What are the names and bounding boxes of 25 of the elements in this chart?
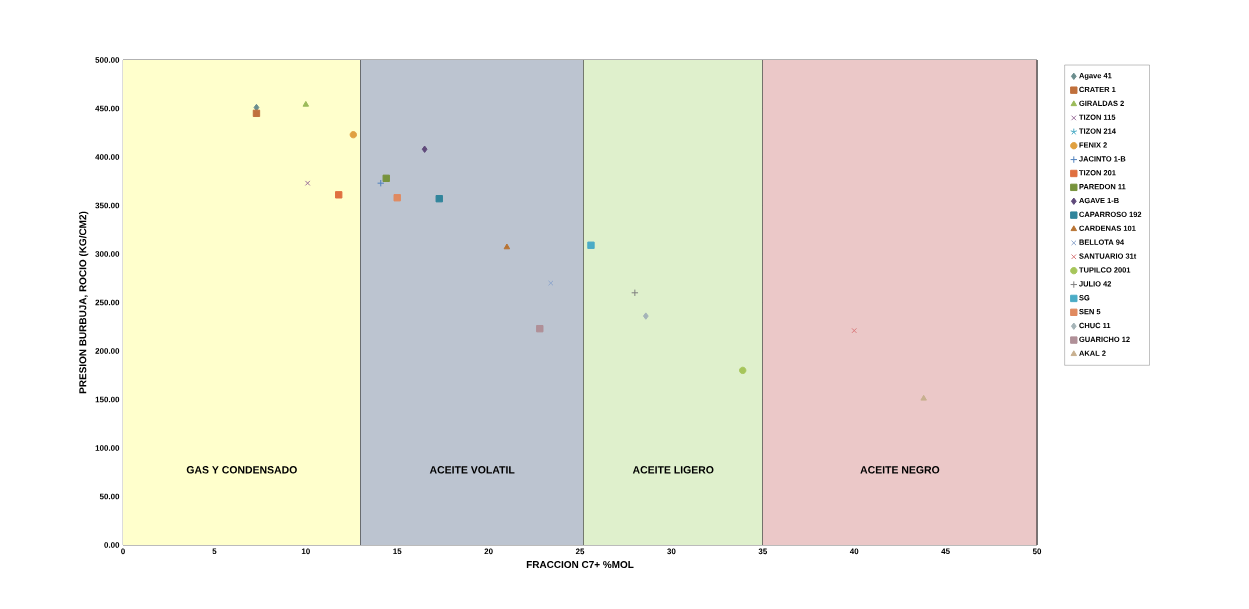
point [393,194,401,202]
point [851,327,857,334]
point [536,324,544,333]
y-axis-title: PRESION BURBUJA, ROCIO (KG/CM2) [78,211,89,394]
point [503,243,511,250]
band-label: ACEITE LIGERO [632,466,714,474]
point [302,100,310,107]
point [642,312,649,320]
x-axis-title: FRACCION C7+ %MOL [526,561,634,569]
point [253,103,260,112]
band-label: GAS Y CONDENSADO [186,466,297,474]
point [631,289,639,297]
point [304,180,311,186]
band-label: ACEITE VOLATIL [429,466,515,474]
band-label: ACEITE NEGRO [860,466,940,474]
point [382,174,390,183]
point [335,191,343,199]
point [920,394,927,401]
point [421,145,428,153]
point [587,241,595,249]
point [548,280,554,286]
point [739,366,747,375]
point [252,109,261,118]
point [435,195,443,203]
point [349,130,358,139]
